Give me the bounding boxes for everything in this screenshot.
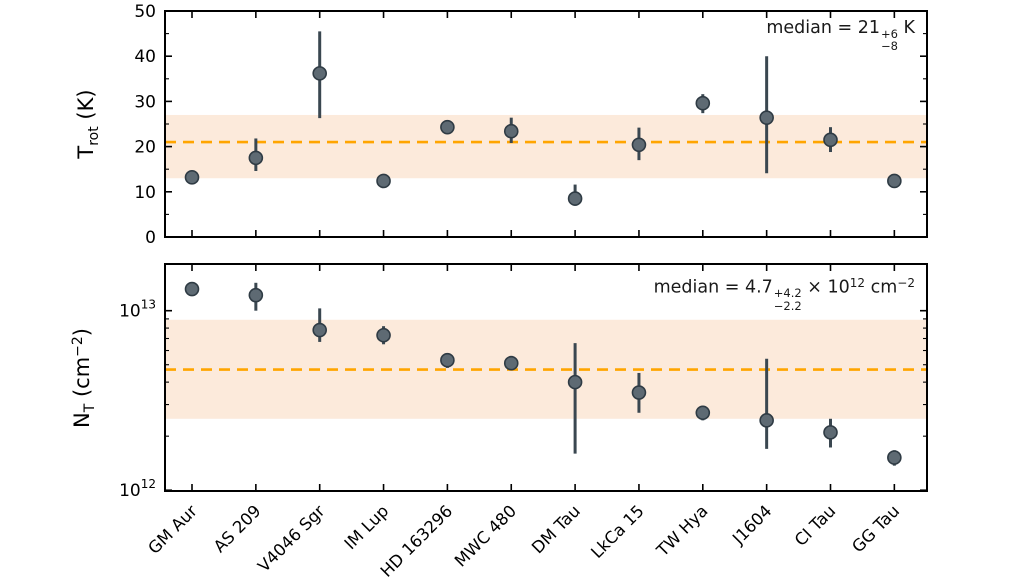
- bottom-data-point: [887, 450, 902, 465]
- top-data-point: [567, 191, 583, 206]
- top-y-axis-label-sub: rot: [86, 126, 103, 146]
- x-category-label: GM Aur: [144, 501, 201, 558]
- bottom-data-point: [440, 352, 455, 368]
- bottom-median-uncertainty: +4.2 −2.2: [774, 287, 802, 312]
- top-data-point: [759, 110, 774, 125]
- x-category-label: IM Lup: [341, 501, 393, 553]
- bottom-median-text: median = 4.7: [653, 277, 773, 298]
- bottom-panel-frame: [164, 263, 928, 492]
- top-median-unit: K: [897, 18, 915, 38]
- bottom-y-tick-label: 1013: [119, 298, 156, 322]
- top-data-point: [376, 173, 391, 189]
- x-category-label: CI Tau: [791, 501, 839, 549]
- top-y-tick-label: 30: [134, 92, 156, 112]
- bottom-y-axis-label-rest2: ): [69, 328, 94, 337]
- top-median-band: [165, 114, 927, 179]
- top-median-text: median = 21: [766, 18, 880, 38]
- x-category-label: DM Tau: [528, 501, 584, 557]
- bottom-y-axis-label-main: N: [69, 412, 94, 428]
- top-y-tick-label: 0: [145, 228, 156, 248]
- top-data-point: [440, 119, 455, 135]
- bottom-data-point: [503, 355, 519, 371]
- top-median-plus-error: +6: [881, 26, 898, 41]
- bottom-data-point: [631, 385, 647, 400]
- top-y-tick-label: 40: [134, 47, 156, 67]
- x-category-label: J1604: [728, 501, 775, 548]
- bottom-data-point: [695, 405, 711, 421]
- top-y-axis-label: Trot (K): [74, 89, 102, 158]
- top-median-annotation: median = 21 +6 −8 K: [766, 18, 915, 53]
- bottom-data-point: [823, 425, 838, 440]
- top-y-tick-label: 50: [134, 2, 156, 22]
- bottom-median-times-ten: × 10: [801, 277, 850, 298]
- x-category-label: MWC 480: [451, 501, 520, 570]
- top-data-point: [248, 150, 264, 166]
- bottom-data-point: [759, 413, 774, 428]
- bottom-median-minus-error: −2.2: [773, 298, 802, 313]
- top-y-tick-label: 10: [134, 183, 156, 203]
- bottom-y-tick-label: 1012: [119, 477, 156, 501]
- x-category-label: AS 209: [210, 501, 265, 556]
- top-data-point: [631, 137, 647, 153]
- bottom-data-point: [248, 287, 264, 303]
- bottom-y-axis-label-sub: T: [82, 403, 99, 413]
- x-category-label: GG Tau: [848, 501, 903, 556]
- bottom-data-point: [376, 327, 391, 343]
- bottom-median-unit: cm: [865, 277, 898, 298]
- top-data-point: [503, 123, 519, 139]
- top-y-axis-label-rest: (K): [73, 89, 98, 127]
- top-y-tick-label: 20: [134, 138, 156, 158]
- bottom-y-axis-label-exp: −2: [69, 336, 86, 357]
- bottom-y-axis-label: NT (cm−2): [70, 328, 98, 428]
- bottom-median-annotation: median = 4.7 +4.2 −2.2 × 1012 cm−2: [654, 276, 915, 312]
- bottom-median-exponent: 12: [849, 276, 866, 290]
- top-data-point: [823, 132, 838, 148]
- bottom-data-point: [567, 374, 583, 390]
- top-data-point: [695, 95, 711, 111]
- top-y-axis-label-main: T: [73, 145, 98, 159]
- top-median-uncertainty: +6 −8: [881, 26, 898, 54]
- bottom-data-point: [312, 322, 328, 338]
- x-category-label: LkCa 15: [587, 501, 648, 562]
- bottom-data-point: [184, 281, 200, 297]
- bottom-y-axis-label-rest: (cm: [69, 356, 94, 404]
- top-data-point: [184, 170, 200, 185]
- top-data-point: [887, 173, 902, 189]
- x-category-label: TW Hya: [652, 501, 711, 560]
- x-category-label: V4046 Sgr: [254, 501, 329, 576]
- top-median-minus-error: −8: [881, 39, 898, 54]
- top-data-point: [312, 66, 328, 81]
- bottom-median-plus-error: +4.2: [773, 286, 802, 301]
- bottom-median-unit-exponent: −2: [897, 276, 915, 290]
